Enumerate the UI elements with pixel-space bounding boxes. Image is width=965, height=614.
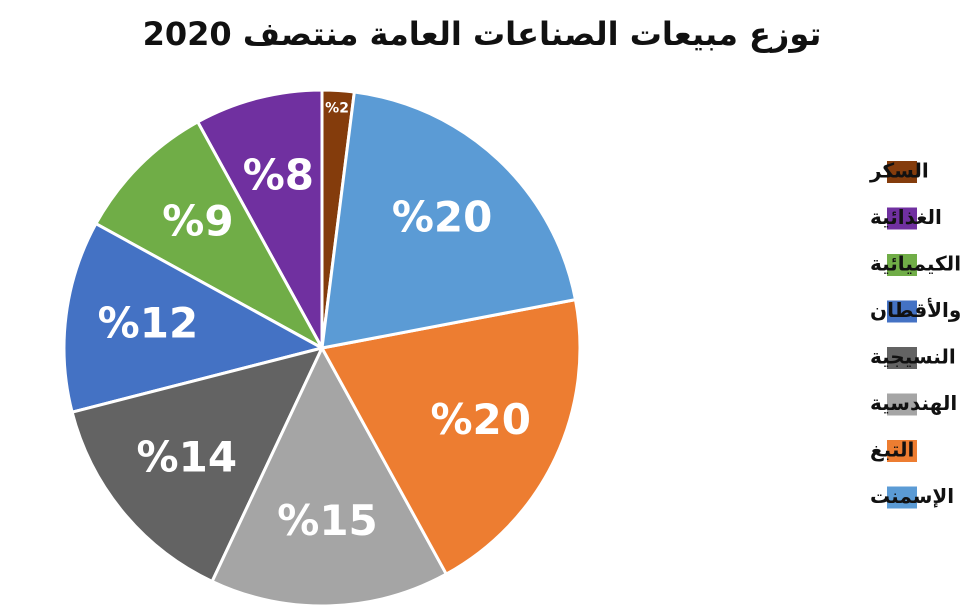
legend-swatch: [887, 254, 917, 276]
legend-swatch: [887, 161, 917, 183]
legend-swatch: [887, 300, 917, 323]
pie-slice: [320, 90, 578, 350]
chart-title: توزع مبيعات الصناعات العامة منتصف 2020: [143, 15, 822, 53]
legend-label: النسيجية: [870, 345, 956, 369]
legend-label: السكر: [869, 159, 929, 183]
pie-slice: [93, 119, 326, 352]
data-label: %20: [392, 193, 493, 242]
legend-swatch: [887, 440, 917, 462]
data-label: %8: [243, 151, 314, 200]
data-label: %15: [277, 496, 378, 545]
pie-slice: [319, 297, 582, 577]
legend-swatch: [887, 207, 917, 230]
legend-label: الهندسية: [870, 391, 957, 415]
pie-slice: [62, 221, 327, 414]
legend-label: التبغ: [870, 438, 914, 462]
pie-slice: [70, 345, 325, 584]
pie-slice: [195, 88, 324, 349]
legend-swatch: [887, 347, 917, 369]
data-label: %2: [325, 101, 349, 117]
legend-label: الغذائية: [870, 205, 942, 229]
pie-slice: [210, 344, 449, 608]
data-label: %20: [430, 395, 531, 444]
legend-swatch: [887, 486, 917, 509]
data-label: %9: [162, 196, 233, 245]
legend-label: الإسمنت: [870, 484, 954, 508]
data-label: %12: [98, 299, 199, 348]
legend-label: الكيميائية: [870, 252, 961, 276]
data-label: %14: [137, 432, 238, 481]
legend-label: الحلج والأقطان: [870, 297, 965, 322]
legend-swatch: [887, 393, 917, 416]
